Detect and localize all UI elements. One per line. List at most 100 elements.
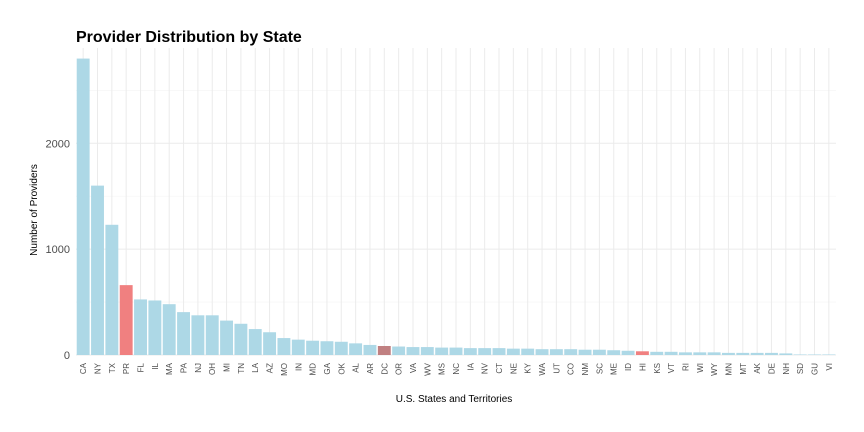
y-tick-label: 2000 — [46, 138, 70, 150]
x-tick-label: PA — [180, 362, 189, 373]
bar-gu — [808, 354, 821, 355]
x-tick-label: AK — [753, 362, 762, 373]
x-tick-label: NJ — [194, 363, 203, 373]
x-tick-label: GA — [323, 362, 332, 374]
x-tick-label: OR — [395, 363, 404, 375]
x-tick-label: NC — [452, 363, 461, 375]
bar-nh — [779, 353, 793, 355]
bar-al — [349, 343, 363, 355]
x-tick-label: AR — [366, 363, 375, 374]
x-tick-label: FL — [137, 362, 146, 372]
x-tick-label: ME — [610, 363, 619, 375]
x-tick-label: TX — [108, 362, 117, 373]
bar-nm — [578, 349, 592, 355]
x-tick-label: OK — [337, 362, 346, 374]
bar-md — [306, 340, 320, 355]
bar-hi — [635, 351, 649, 355]
x-tick-label: KS — [653, 363, 662, 374]
x-tick-label: LA — [251, 362, 260, 372]
bar-id — [621, 350, 635, 355]
bars — [76, 58, 836, 355]
y-tick-label: 1000 — [46, 244, 70, 256]
x-tick-label: CA — [79, 362, 88, 374]
bar-in — [291, 339, 305, 355]
x-tick-label: MA — [165, 362, 174, 375]
bar-ga — [320, 341, 334, 355]
x-axis-ticks: CA NY TX PR FL IL MA PA NJ OH MI TN LA AZ MO IN MD GA OK AL… — [79, 362, 834, 376]
bar-la — [248, 329, 262, 355]
x-tick-label: SD — [796, 363, 805, 374]
x-tick-label: MN — [724, 363, 733, 376]
x-tick-label: IL — [151, 362, 160, 369]
bar-az — [263, 332, 277, 355]
gridlines — [76, 48, 836, 356]
bar-wi — [693, 352, 707, 355]
x-tick-label: MS — [438, 363, 447, 375]
x-tick-label: WV — [423, 362, 432, 376]
x-tick-label: UT — [552, 363, 561, 374]
x-tick-label: GU — [810, 363, 819, 375]
bar-ca — [76, 58, 90, 355]
bar-oh — [205, 315, 219, 355]
x-tick-label: NE — [509, 363, 518, 374]
bar-il — [148, 300, 162, 355]
bar-ky — [521, 348, 535, 355]
bar-va — [406, 347, 420, 355]
x-tick-label: CO — [567, 363, 576, 375]
x-tick-label: VA — [409, 362, 418, 373]
x-tick-label: MO — [280, 363, 289, 376]
bar-mi — [220, 320, 234, 355]
bar-or — [392, 346, 406, 355]
bar-ar — [363, 344, 377, 355]
bar-ne — [506, 348, 520, 355]
x-tick-label: IN — [294, 363, 303, 371]
x-tick-label: RI — [681, 363, 690, 371]
x-tick-label: WY — [710, 362, 719, 376]
bar-vi — [822, 354, 836, 355]
bar-de — [765, 352, 778, 355]
chart-title: Provider Distribution by State — [76, 29, 302, 46]
x-tick-label: IA — [466, 362, 475, 370]
x-tick-label: SC — [595, 363, 604, 374]
bar-mt — [736, 352, 750, 355]
bar-pa — [177, 312, 190, 355]
bar-me — [607, 350, 621, 355]
x-tick-label: KY — [524, 362, 533, 373]
bar-mo — [277, 338, 291, 355]
bar-tx — [105, 224, 119, 355]
bar-sd — [793, 354, 807, 355]
x-tick-label: MT — [739, 363, 748, 375]
bar-co — [564, 349, 578, 355]
x-tick-label: NM — [581, 363, 590, 376]
bar-dc — [377, 346, 391, 355]
x-tick-label: HI — [638, 363, 647, 371]
x-tick-label: VI — [825, 363, 834, 371]
bar-wv — [420, 347, 434, 355]
bar-sc — [592, 349, 606, 355]
x-tick-label: VT — [667, 363, 676, 373]
x-tick-label: MD — [309, 363, 318, 376]
bar-ia — [463, 348, 477, 355]
x-tick-label: AZ — [266, 363, 275, 373]
x-tick-label: AL — [352, 362, 361, 372]
bar-ny — [91, 185, 104, 355]
bar-fl — [134, 299, 147, 355]
bar-pr — [119, 285, 133, 355]
x-tick-label: NH — [782, 363, 791, 375]
x-tick-label: CT — [495, 363, 504, 374]
bar-mn — [722, 352, 735, 355]
bar-ok — [334, 341, 348, 355]
x-axis-label: U.S. States and Territories — [396, 394, 513, 405]
bar-nj — [191, 315, 205, 355]
y-axis-ticks: 0 1000 2000 — [46, 138, 70, 362]
bar-nv — [478, 348, 492, 355]
x-tick-label: DC — [380, 363, 389, 375]
x-tick-label: PR — [122, 363, 131, 374]
bar-ks — [650, 351, 664, 355]
bar-ms — [435, 347, 449, 355]
x-tick-label: NY — [94, 362, 103, 374]
x-tick-label: ID — [624, 363, 633, 371]
bar-ut — [549, 349, 563, 355]
bar-vt — [664, 351, 678, 355]
